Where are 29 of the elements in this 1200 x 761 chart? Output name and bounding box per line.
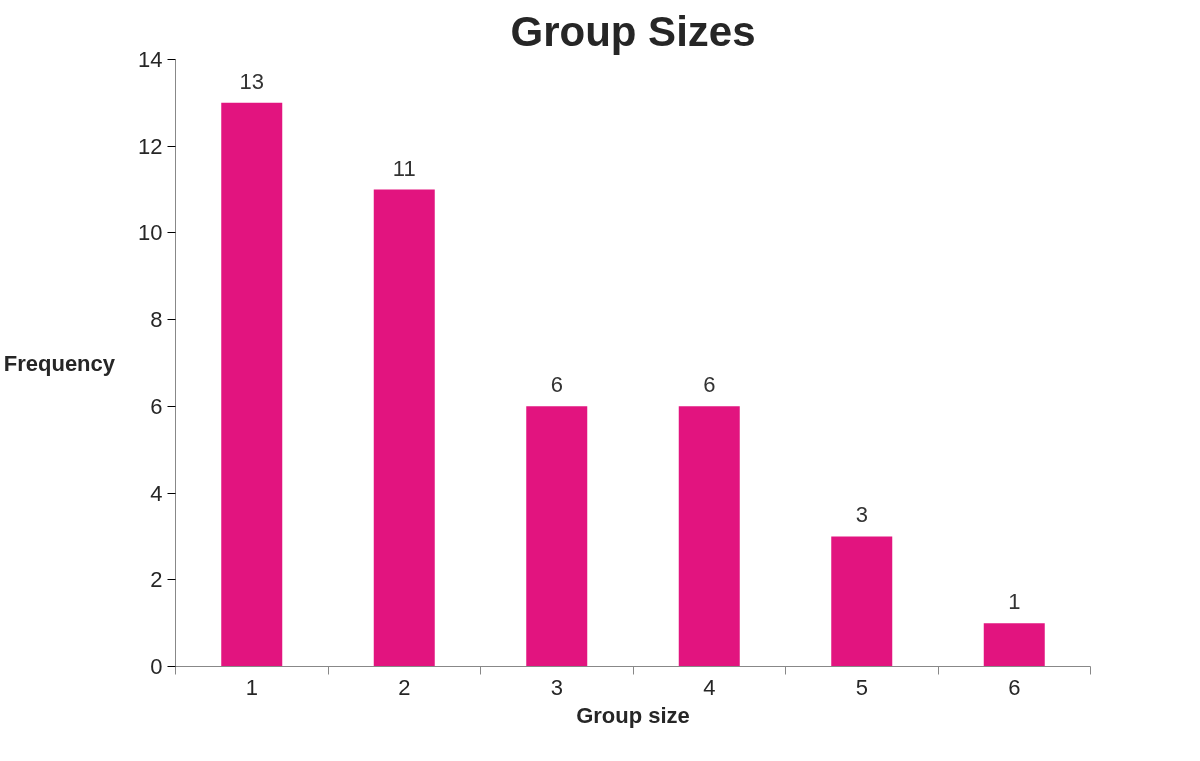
x-tick-label: 2	[398, 674, 411, 700]
data-label: 11	[392, 155, 416, 181]
bar	[526, 406, 588, 667]
bar	[221, 102, 283, 667]
x-axis-title: Group size	[576, 702, 690, 728]
data-label: 1	[1008, 589, 1021, 615]
x-tick-label: 6	[1008, 674, 1021, 700]
y-tick-label: 8	[150, 307, 163, 333]
data-label: 6	[703, 372, 716, 398]
y-tick-label: 12	[138, 133, 163, 159]
y-tick-label: 4	[150, 480, 163, 506]
bar	[373, 189, 435, 667]
data-label: 13	[239, 68, 264, 94]
chart-title: Group Sizes	[510, 7, 756, 55]
y-tick-label: 2	[150, 567, 163, 593]
y-tick-label: 14	[138, 47, 163, 72]
y-axis-title: Frequency	[3, 350, 116, 376]
y-tick-label: 10	[138, 220, 163, 246]
bar	[678, 406, 740, 667]
bar	[983, 623, 1045, 667]
y-tick-label: 0	[150, 654, 163, 679]
y-tick-label: 6	[150, 393, 163, 419]
bar	[831, 536, 893, 667]
x-tick-label: 5	[855, 674, 868, 700]
data-label: 6	[550, 372, 563, 398]
x-tick-label: 1	[245, 674, 258, 700]
x-tick-label: 3	[550, 674, 563, 700]
data-label: 3	[855, 502, 868, 528]
x-tick-label: 4	[703, 674, 716, 700]
